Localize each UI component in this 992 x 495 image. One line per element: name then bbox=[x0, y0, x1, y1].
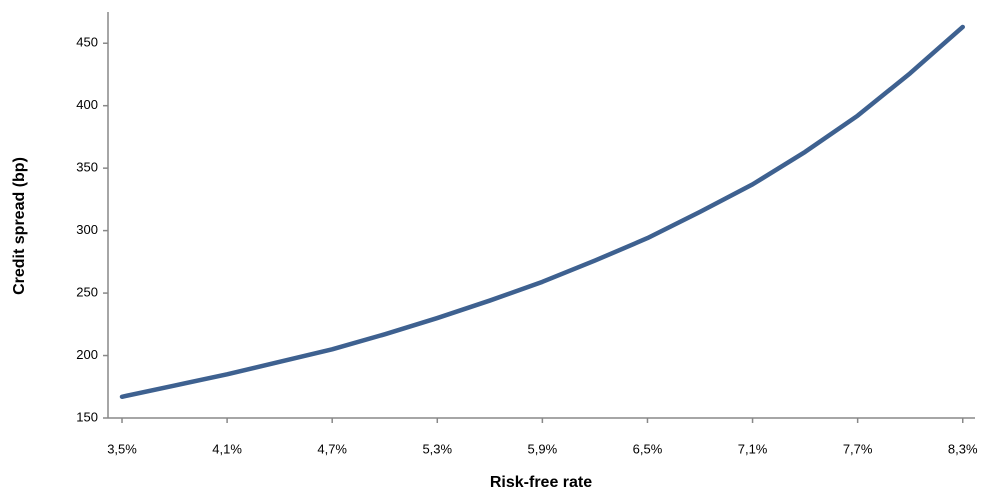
x-axis-title: Risk-free rate bbox=[490, 474, 592, 491]
x-tick-label: 4,7% bbox=[317, 441, 347, 456]
y-tick-label: 400 bbox=[76, 97, 98, 112]
x-tick-label: 4,1% bbox=[212, 441, 242, 456]
y-tick-label: 200 bbox=[76, 347, 98, 362]
x-tick-label: 7,1% bbox=[738, 441, 768, 456]
x-tick-label: 8,3% bbox=[948, 441, 978, 456]
y-tick-label: 350 bbox=[76, 160, 98, 175]
x-tick-label: 7,7% bbox=[843, 441, 873, 456]
x-tick-label: 5,9% bbox=[528, 441, 558, 456]
y-tick-label: 450 bbox=[76, 35, 98, 50]
x-tick-label: 3,5% bbox=[107, 441, 137, 456]
y-tick-label: 300 bbox=[76, 222, 98, 237]
y-axis-title: Credit spread (bp) bbox=[11, 157, 28, 295]
y-tick-label: 250 bbox=[76, 285, 98, 300]
x-tick-label: 6,5% bbox=[633, 441, 663, 456]
y-tick-label: 150 bbox=[76, 409, 98, 424]
x-tick-label: 5,3% bbox=[422, 441, 452, 456]
line-series bbox=[119, 24, 965, 400]
